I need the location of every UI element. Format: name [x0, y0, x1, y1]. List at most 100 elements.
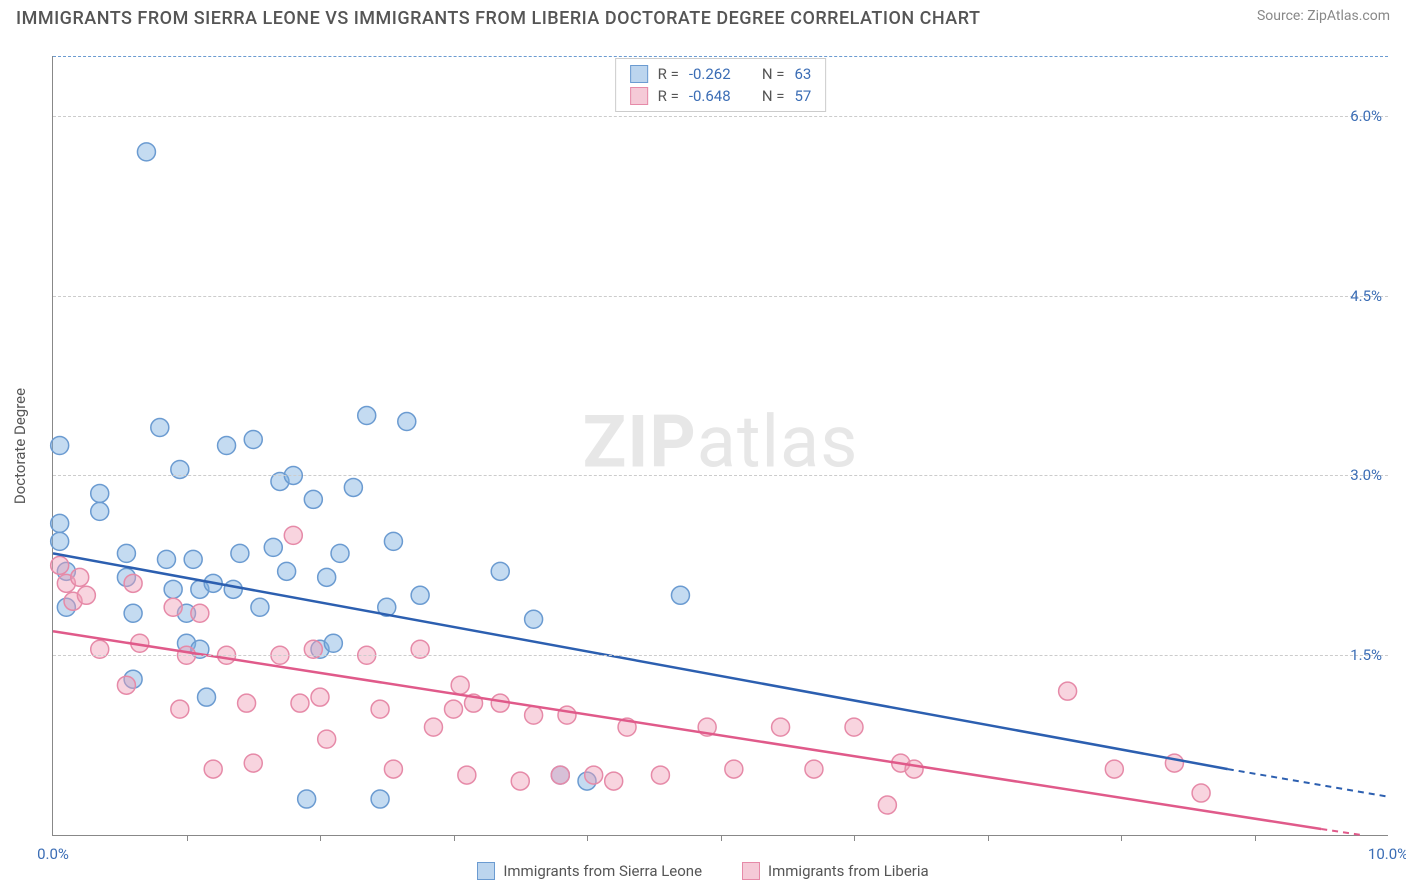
stats-row: R = -0.648 N = 57: [630, 85, 812, 107]
x-axis-max-label: 10.0%: [1368, 845, 1406, 863]
legend-item: Immigrants from Sierra Leone: [477, 862, 702, 880]
data-point: [157, 550, 175, 568]
x-tick-mark: [320, 835, 321, 841]
data-point: [651, 766, 669, 784]
data-point: [331, 544, 349, 562]
x-tick-mark: [854, 835, 855, 841]
source-prefix: Source:: [1257, 8, 1307, 24]
y-tick-label: 1.5%: [1350, 646, 1382, 664]
stats-row: R = -0.262 N = 63: [630, 63, 812, 85]
data-point: [218, 437, 236, 455]
data-point: [585, 766, 603, 784]
stats-n-value: 57: [794, 87, 811, 105]
data-point: [298, 790, 316, 808]
data-point: [231, 544, 249, 562]
legend-swatch: [630, 87, 648, 105]
x-tick-mark: [721, 835, 722, 841]
data-point: [445, 700, 463, 718]
legend-label: Immigrants from Liberia: [768, 862, 929, 880]
data-point: [198, 688, 216, 706]
data-point: [244, 431, 262, 449]
data-point: [384, 532, 402, 550]
data-point: [124, 604, 142, 622]
data-point: [371, 790, 389, 808]
data-point: [1105, 760, 1123, 778]
data-point: [525, 706, 543, 724]
data-point: [117, 544, 135, 562]
source-attribution: Source: ZipAtlas.com: [1257, 8, 1390, 24]
data-point: [278, 562, 296, 580]
stats-r-value: -0.262: [689, 65, 731, 83]
data-point: [525, 610, 543, 628]
data-point: [244, 754, 262, 772]
data-point: [905, 760, 923, 778]
data-point: [117, 676, 135, 694]
data-point: [358, 407, 376, 425]
y-axis-label: Doctorate Degree: [11, 388, 29, 504]
data-point: [491, 562, 509, 580]
data-point: [224, 580, 242, 598]
data-point: [878, 796, 896, 814]
data-point: [137, 143, 155, 161]
data-point: [558, 706, 576, 724]
data-point: [164, 598, 182, 616]
legend-item: Immigrants from Liberia: [742, 862, 929, 880]
source-name: ZipAtlas.com: [1307, 8, 1390, 24]
data-point: [264, 538, 282, 556]
chart-plot-area: ZIPatlas R = -0.262 N = 63R = -0.648 N =…: [52, 56, 1388, 836]
data-point: [284, 526, 302, 544]
stats-r-value: -0.648: [689, 87, 731, 105]
data-point: [204, 760, 222, 778]
gridline-horizontal: [53, 475, 1388, 476]
trend-line: [53, 631, 1321, 829]
data-point: [124, 574, 142, 592]
x-tick-mark: [187, 835, 188, 841]
trend-line-extrapolated: [1228, 769, 1388, 797]
stats-legend-box: R = -0.262 N = 63R = -0.648 N = 57: [615, 58, 827, 112]
gridline-horizontal: [53, 655, 1388, 656]
trend-line-extrapolated: [1321, 829, 1361, 835]
data-point: [805, 760, 823, 778]
data-point: [151, 419, 169, 437]
data-point: [51, 437, 69, 455]
gridline-horizontal: [53, 296, 1388, 297]
bottom-legend: Immigrants from Sierra Leone Immigrants f…: [0, 862, 1406, 880]
legend-swatch: [477, 862, 495, 880]
data-point: [91, 484, 109, 502]
data-point: [511, 772, 529, 790]
x-axis-min-label: 0.0%: [37, 845, 69, 863]
stats-n-value: 63: [794, 65, 811, 83]
x-tick-mark: [1255, 835, 1256, 841]
data-point: [191, 604, 209, 622]
data-point: [605, 772, 623, 790]
data-point: [1192, 784, 1210, 802]
data-point: [772, 718, 790, 736]
data-point: [845, 718, 863, 736]
legend-label: Immigrants from Sierra Leone: [503, 862, 702, 880]
data-point: [458, 766, 476, 784]
data-point: [371, 700, 389, 718]
stats-r-label: R =: [658, 87, 679, 105]
legend-swatch: [630, 65, 648, 83]
data-point: [311, 688, 329, 706]
data-point: [51, 514, 69, 532]
data-point: [51, 556, 69, 574]
data-point: [451, 676, 469, 694]
y-tick-label: 6.0%: [1350, 107, 1382, 125]
data-point: [318, 568, 336, 586]
data-point: [164, 580, 182, 598]
y-tick-label: 3.0%: [1350, 466, 1382, 484]
stats-n-label: N =: [762, 87, 785, 105]
data-point: [1059, 682, 1077, 700]
gridline-horizontal: [53, 116, 1388, 117]
data-point: [725, 760, 743, 778]
x-tick-mark: [988, 835, 989, 841]
plot-top-border: [53, 56, 1388, 57]
data-point: [77, 586, 95, 604]
data-point: [238, 694, 256, 712]
data-point: [671, 586, 689, 604]
data-point: [71, 568, 89, 586]
data-point: [324, 634, 342, 652]
data-point: [51, 532, 69, 550]
data-point: [411, 586, 429, 604]
